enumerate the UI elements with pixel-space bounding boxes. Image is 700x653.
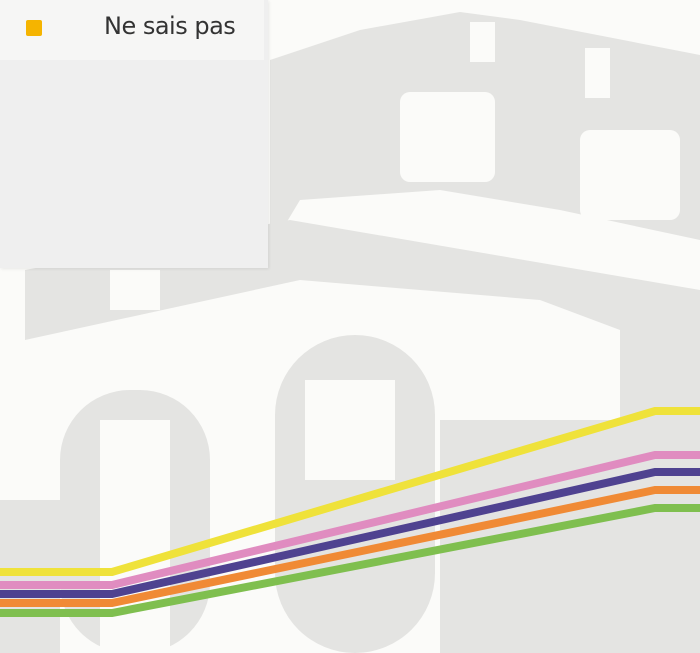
line-purple	[0, 468, 700, 598]
legend-label: Ne sais pas	[104, 12, 236, 40]
legend-swatch	[26, 20, 42, 36]
line-orange	[0, 486, 700, 607]
line-yellow	[0, 407, 700, 576]
legend-item[interactable]: Ne sais pas	[0, 0, 264, 60]
decorative-lines	[0, 407, 700, 617]
line-pink	[0, 451, 700, 589]
line-green	[0, 504, 700, 617]
legend-panel: Ne sais pas	[0, 0, 268, 268]
